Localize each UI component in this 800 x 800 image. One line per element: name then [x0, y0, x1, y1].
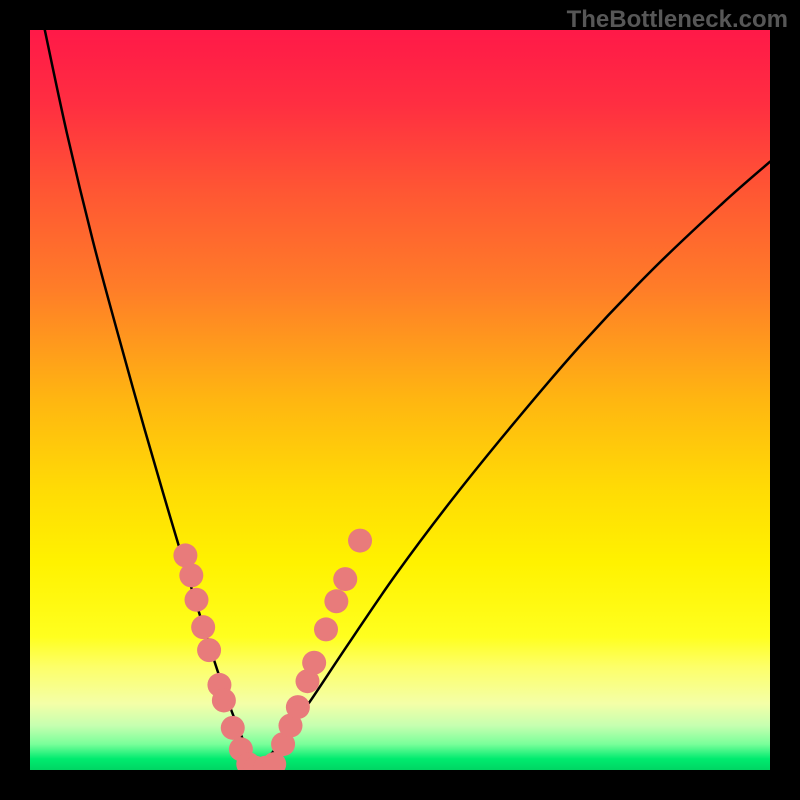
- bottleneck-chart-svg: [30, 30, 770, 770]
- data-point: [314, 617, 338, 641]
- data-point: [333, 567, 357, 591]
- data-point: [197, 638, 221, 662]
- data-point: [302, 651, 326, 675]
- data-point: [286, 695, 310, 719]
- watermark-text: TheBottleneck.com: [567, 6, 788, 34]
- data-point: [212, 688, 236, 712]
- plot-area: [30, 30, 770, 770]
- data-point: [191, 615, 215, 639]
- data-point: [348, 529, 372, 553]
- gradient-background: [30, 30, 770, 770]
- data-point: [185, 588, 209, 612]
- data-point: [324, 589, 348, 613]
- data-point: [179, 563, 203, 587]
- chart-container: TheBottleneck.com: [0, 0, 800, 800]
- data-point: [221, 716, 245, 740]
